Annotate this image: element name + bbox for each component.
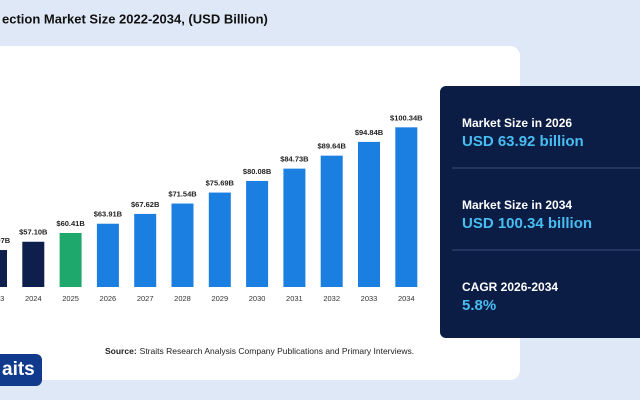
x-tick-label: 2024 xyxy=(25,294,42,303)
x-tick-label: 2026 xyxy=(100,294,117,303)
bar xyxy=(395,127,418,287)
chart-title: ection Market Size 2022-2034, (USD Billi… xyxy=(2,11,268,26)
value-label: $89.64B xyxy=(318,142,347,151)
bar xyxy=(320,155,343,287)
bar xyxy=(59,232,82,287)
value-label: $84.73B xyxy=(280,155,309,164)
x-tick-label: 2029 xyxy=(211,294,228,303)
source: Source: Straits Research Analysis Company… xyxy=(105,346,414,356)
source-text: Straits Research Analysis Company Public… xyxy=(140,346,414,356)
value-label: $63.91B xyxy=(94,210,123,219)
logo-box xyxy=(0,354,42,386)
stat-label: CAGR 2026-2034 xyxy=(462,280,558,294)
value-label: $67.62B xyxy=(131,200,160,209)
x-tick-label: 2030 xyxy=(249,294,266,303)
stat-label: Market Size in 2026 xyxy=(462,116,572,130)
x-tick-label: 2025 xyxy=(62,294,79,303)
logo: aits xyxy=(2,359,35,380)
bar xyxy=(22,241,45,287)
value-label: $57.10B xyxy=(19,228,48,237)
value-label: $75.69B xyxy=(206,179,235,188)
bar xyxy=(96,223,119,287)
bar xyxy=(283,168,306,287)
x-tick-label: 2027 xyxy=(137,294,154,303)
x-tick-label: 2023 xyxy=(0,294,4,303)
stat-value: 5.8% xyxy=(462,297,496,314)
bar xyxy=(0,250,7,287)
x-tick-label: 2034 xyxy=(398,294,415,303)
bar xyxy=(134,213,157,287)
bar xyxy=(208,192,231,287)
x-tick-label: 2028 xyxy=(174,294,191,303)
x-tick-label: 2032 xyxy=(323,294,340,303)
stats-panel xyxy=(440,86,640,338)
x-tick-label: 2033 xyxy=(361,294,378,303)
x-tick-label: 2031 xyxy=(286,294,303,303)
stat-value: USD 100.34 billion xyxy=(462,215,592,232)
value-label: $60.41B xyxy=(56,219,85,228)
bar xyxy=(246,180,269,287)
value-label: $100.34B xyxy=(390,113,423,122)
bar xyxy=(358,141,380,287)
source-label: Source: xyxy=(105,346,137,356)
value-label: $53.97B xyxy=(0,236,11,245)
bar xyxy=(171,203,194,287)
stat-value: USD 63.92 billion xyxy=(462,133,584,150)
value-label: $71.54B xyxy=(168,190,197,199)
stat-label: Market Size in 2034 xyxy=(462,198,572,212)
value-label: $94.84B xyxy=(355,128,384,137)
value-label: $80.08B xyxy=(243,167,272,176)
